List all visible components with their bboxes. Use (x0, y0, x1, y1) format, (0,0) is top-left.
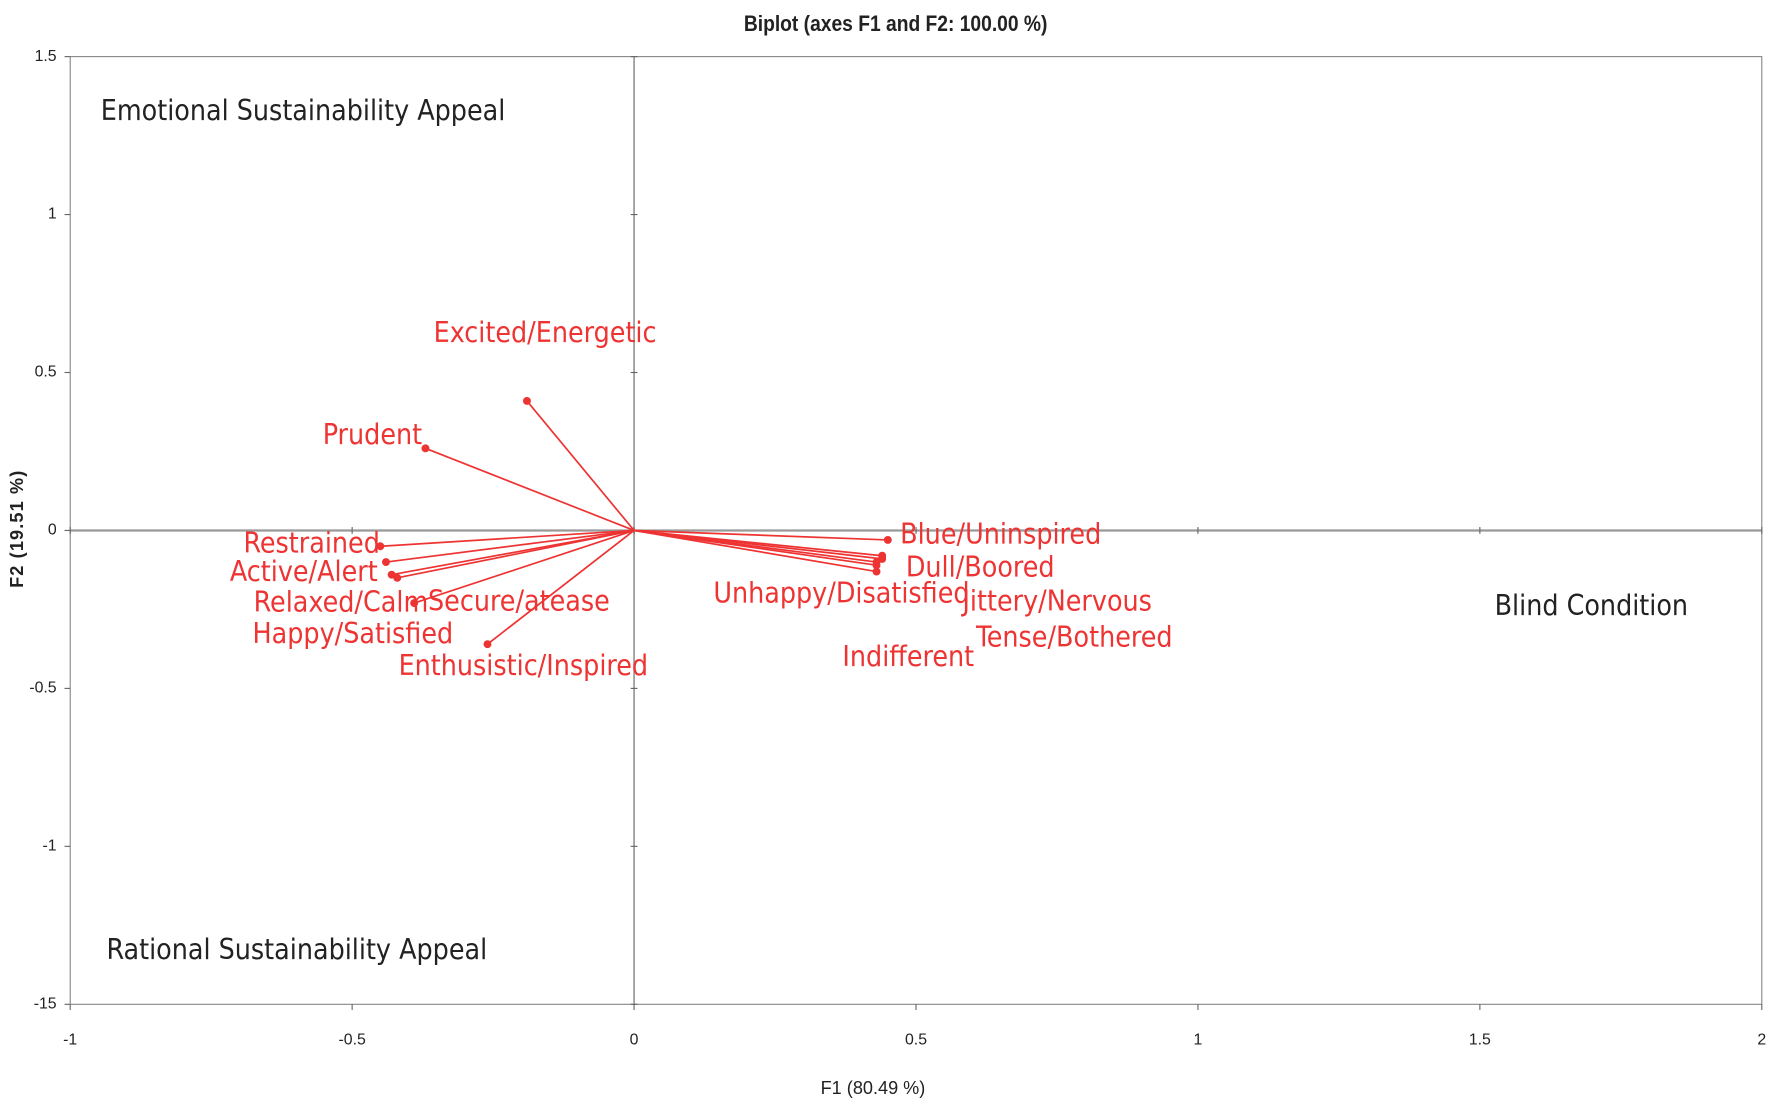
vector-tip (883, 535, 892, 544)
variable-label: Unhappy/Disatisfied (713, 576, 969, 609)
variable-label: Relaxed/Calm (254, 585, 429, 618)
y-tick-label: 0 (48, 522, 57, 539)
x-axis-label: F1 (80.49 %) (821, 1078, 926, 1098)
vector-tip (382, 558, 390, 567)
y-tick-label: -0.5 (29, 680, 56, 697)
annotation: Rational Sustainability Appeal (106, 933, 487, 966)
variable-label: Dull/Boored (906, 550, 1055, 583)
annotation: Emotional Sustainability Appeal (101, 94, 506, 127)
y-axis-label: F2 (19.51 %) (7, 470, 27, 588)
x-tick-label: -0.5 (338, 1032, 365, 1049)
vector (526, 400, 635, 531)
y-tick-label: 1.5 (35, 48, 57, 65)
x-tick-label: 1 (1194, 1032, 1203, 1049)
vector-tip (872, 558, 881, 567)
x-tick-label: 0 (630, 1032, 639, 1049)
x-tick-label: 2 (1757, 1032, 1766, 1049)
vector-tip (393, 573, 402, 582)
vector (486, 529, 635, 645)
vector (413, 529, 635, 604)
vector (380, 529, 635, 548)
variable-label: Indifferent (842, 640, 974, 673)
variable-label: Active/Alert (230, 555, 378, 588)
vector-tip (872, 567, 881, 576)
y-tick-label: 1 (48, 206, 57, 223)
vector-tip (410, 599, 419, 608)
vector (425, 447, 635, 532)
y-tick-label: 0.5 (35, 364, 57, 381)
annotation: Blind Condition (1495, 589, 1689, 622)
x-tick-label: 0.5 (905, 1032, 927, 1049)
vector-tip (522, 396, 531, 405)
vector (397, 529, 635, 579)
variable-label: Tense/Bothered (975, 621, 1173, 654)
y-tick-label: -15 (34, 995, 57, 1012)
variable-label: Prudent (323, 418, 422, 451)
vector-tip (421, 444, 430, 453)
x-tick-label: -1 (63, 1032, 77, 1049)
variable-label: Enthusistic/Inspired (399, 649, 649, 682)
variable-label: Excited/Energetic (434, 316, 657, 349)
chart-title: Biplot (axes F1 and F2: 100.00 %) (744, 11, 1048, 36)
vector (633, 529, 877, 573)
variable-label: Happy/Satisfied (253, 617, 454, 650)
vector-tip (483, 640, 492, 649)
vector (633, 529, 877, 563)
vector (385, 529, 635, 563)
x-tick-label: 1.5 (1469, 1032, 1491, 1049)
y-tick-label: -1 (43, 838, 57, 855)
variable-label: Restrained (243, 527, 379, 560)
vector-tip (376, 542, 385, 551)
variable-label: Blue/Uninspired (900, 518, 1101, 551)
vector (634, 529, 888, 541)
variable-label: Jittery/Nervous (960, 584, 1151, 617)
variable-label: Secure/atease (428, 584, 610, 617)
